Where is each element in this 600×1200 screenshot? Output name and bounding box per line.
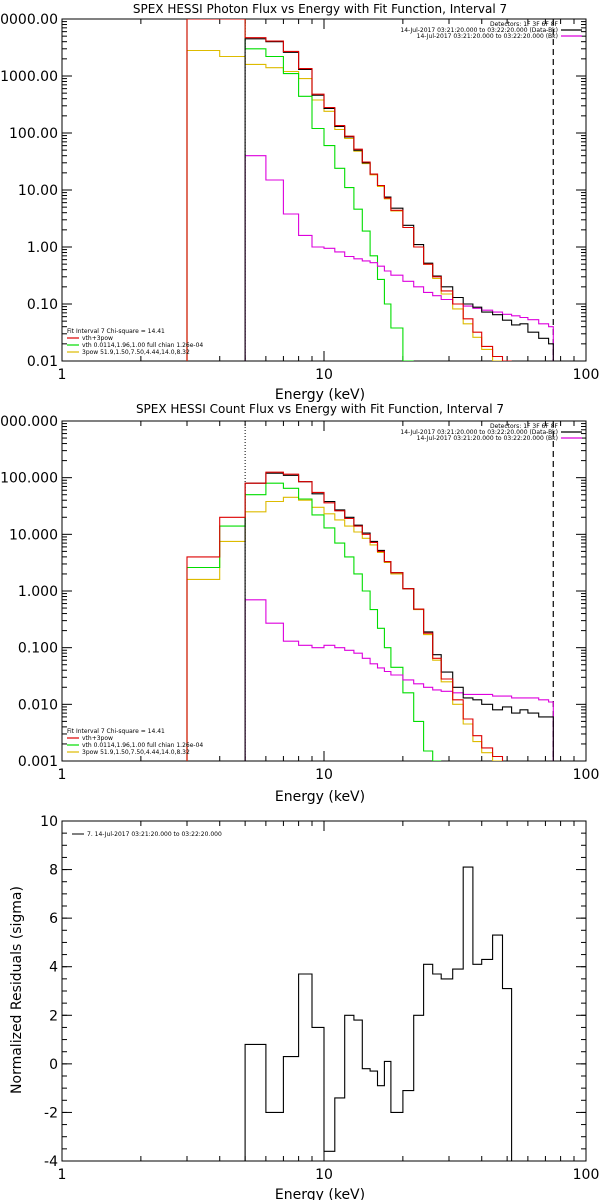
series-layer	[244, 866, 513, 1161]
x-tick-label: 1	[58, 1167, 67, 1183]
y-tick-label: 1.000	[18, 584, 58, 600]
legend-top-entry: Detectors: 1F 3F 6F 8F	[490, 423, 559, 430]
y-tick-label: 0.010	[18, 697, 58, 713]
legend: 7. 14-Jul-2017 03:21:20.000 to 03:22:20.…	[72, 831, 222, 838]
y-tick-label: 100.00	[9, 126, 58, 142]
legend-top-entry: 14-Jul-2017 03:21:20.000 to 03:22:20.000…	[400, 27, 558, 34]
photon-flux-panel: SPEX HESSI Photon Flux vs Energy with Fi…	[0, 2, 599, 403]
x-axis-label: Energy (keV)	[275, 789, 365, 805]
axes: 1 10 100 -4 -2 0 2 4 6 8 10	[40, 814, 599, 1183]
legend-fit-entry: 3pow 51.9,1.50,7.50,4.44,14.0,8.32	[82, 749, 190, 756]
y-tick-label: 4	[49, 960, 58, 976]
y-tick-label: 10	[40, 814, 58, 830]
x-tick-label: 10	[315, 767, 333, 783]
x-axis-label: Energy (keV)	[275, 387, 365, 403]
series-bk-line	[244, 599, 554, 761]
legend-entry: 7. 14-Jul-2017 03:21:20.000 to 03:22:20.…	[87, 831, 222, 838]
y-tick-label: 0.100	[18, 641, 58, 657]
x-tick-label: 100	[573, 767, 600, 783]
x-tick-label: 100	[573, 1167, 600, 1183]
legend-fit-entry: Fit Interval 7 Chi-square = 14.41	[67, 328, 165, 335]
y-axis-label: Normalized Residuals (sigma)	[9, 886, 25, 1094]
y-tick-label: 0.001	[18, 754, 58, 770]
residuals-panel: Energy (keV) Normalized Residuals (sigma…	[9, 814, 599, 1200]
legend-fit-entry: 3pow 51.9,1.50,7.50,4.44,14.0,8.32	[82, 349, 190, 356]
series-vth-line	[186, 482, 442, 761]
legend-top-entry: 14-Jul-2017 03:21:20.000 to 03:22:20.000…	[400, 429, 558, 436]
y-tick-label: 2	[49, 1008, 58, 1024]
y-tick-label: 8	[49, 863, 58, 879]
legend-top-entry: Detectors: 1F 3F 6F 8F	[490, 21, 559, 28]
count-flux-panel: SPEX HESSI Count Flux vs Energy with Fit…	[0, 402, 599, 805]
legend-fit-entry: vth+3pow	[82, 335, 113, 342]
series-layer	[186, 421, 554, 761]
y-tick-label: 1.00	[27, 240, 58, 256]
y-tick-label: -4	[44, 1154, 58, 1170]
legend-fit-entry: Fit Interval 7 Chi-square = 14.41	[67, 728, 165, 735]
panel-title: SPEX HESSI Count Flux vs Energy with Fit…	[136, 402, 504, 416]
x-tick-label: 10	[315, 1167, 333, 1183]
axes: 1 10 100 0.001 0.010 0.100 1.000 10.000 100.000 1…	[0, 414, 599, 783]
y-tick-label: 10.00	[18, 183, 58, 199]
series-vth-line	[186, 19, 414, 361]
legend-top-entry: 14-Jul-2017 03:21:20.000 to 03:22:20.000…	[417, 435, 558, 442]
x-tick-label: 1	[58, 367, 67, 383]
y-tick-label: -2	[44, 1105, 58, 1121]
y-tick-label: 1000.000	[0, 414, 58, 430]
series-layer	[186, 19, 554, 361]
series-vth-3pow-line	[186, 19, 512, 361]
legend-fit-entry: vth 0.0114,1.96,1.00 full chian 1.26e-04	[82, 742, 203, 749]
y-tick-label: 0	[49, 1057, 58, 1073]
x-tick-label: 100	[573, 367, 600, 383]
legend-fit-entry: vth+3pow	[82, 735, 113, 742]
series-vth-3pow-line	[186, 471, 504, 761]
y-tick-label: 1000.00	[0, 69, 58, 85]
legend-top-entry: 14-Jul-2017 03:21:20.000 to 03:22:20.000…	[417, 33, 558, 40]
panel-title: SPEX HESSI Photon Flux vs Energy with Fi…	[133, 2, 507, 16]
y-tick-label: 10000.00	[0, 12, 58, 28]
y-tick-label: 0.10	[27, 297, 58, 313]
series-7-14-jul-2017-03-21-20-000-to-03-22-20-000-line	[244, 866, 513, 1161]
x-tick-label: 10	[315, 367, 333, 383]
x-tick-label: 1	[58, 767, 67, 783]
y-tick-label: 6	[49, 911, 58, 927]
axes: 1 10 100 0.01 0.10 1.00 10.00 100.00 1000.00 1000…	[0, 12, 599, 383]
y-tick-label: 0.01	[27, 354, 58, 370]
y-tick-label: 10.000	[9, 527, 58, 543]
y-tick-label: 100.000	[0, 471, 58, 487]
legend-fit-entry: vth 0.0114,1.96,1.00 full chian 1.26e-04	[82, 342, 203, 349]
x-axis-label: Energy (keV)	[275, 1187, 365, 1200]
series-bk-line	[244, 155, 554, 361]
